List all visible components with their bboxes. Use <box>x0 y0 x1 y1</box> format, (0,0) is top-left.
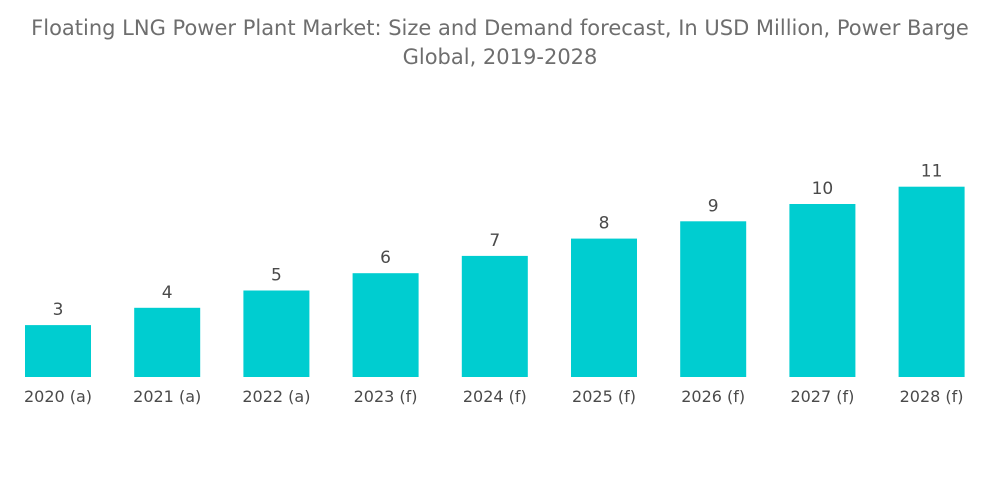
x-tick-label-4: 2024 (f) <box>463 387 527 406</box>
x-tick-label-1: 2021 (a) <box>133 387 201 406</box>
chart-title-line1: Floating LNG Power Plant Market: Size an… <box>31 16 969 40</box>
value-label-7: 10 <box>812 179 834 199</box>
bar-1 <box>134 307 201 377</box>
x-tick-label-3: 2023 (f) <box>354 387 418 406</box>
chart-subtitle: Global, 2019-2028 <box>402 45 598 69</box>
bar-2 <box>243 290 310 377</box>
x-tick-label-6: 2026 (f) <box>681 387 745 406</box>
bar-3 <box>352 273 419 377</box>
value-label-0: 3 <box>53 300 64 320</box>
chart-title: Floating LNG Power Plant Market: Size an… <box>0 14 1000 72</box>
x-tick-label-7: 2027 (f) <box>790 387 854 406</box>
value-label-1: 4 <box>162 283 173 303</box>
bar-0 <box>25 325 91 377</box>
value-label-5: 8 <box>599 214 610 234</box>
bar-8 <box>898 186 965 377</box>
bar-5 <box>571 238 637 377</box>
value-label-3: 6 <box>380 248 391 268</box>
value-label-2: 5 <box>271 266 282 286</box>
value-label-8: 11 <box>921 162 943 182</box>
x-tick-label-8: 2028 (f) <box>900 387 964 406</box>
value-label-6: 9 <box>708 196 719 216</box>
bar-6 <box>680 221 747 377</box>
bar-4 <box>461 255 528 377</box>
value-label-4: 7 <box>489 231 500 251</box>
x-tick-label-2: 2022 (a) <box>242 387 310 406</box>
x-tick-label-5: 2025 (f) <box>572 387 636 406</box>
bar-7 <box>789 204 856 377</box>
x-tick-label-0: 2020 (a) <box>24 387 92 406</box>
